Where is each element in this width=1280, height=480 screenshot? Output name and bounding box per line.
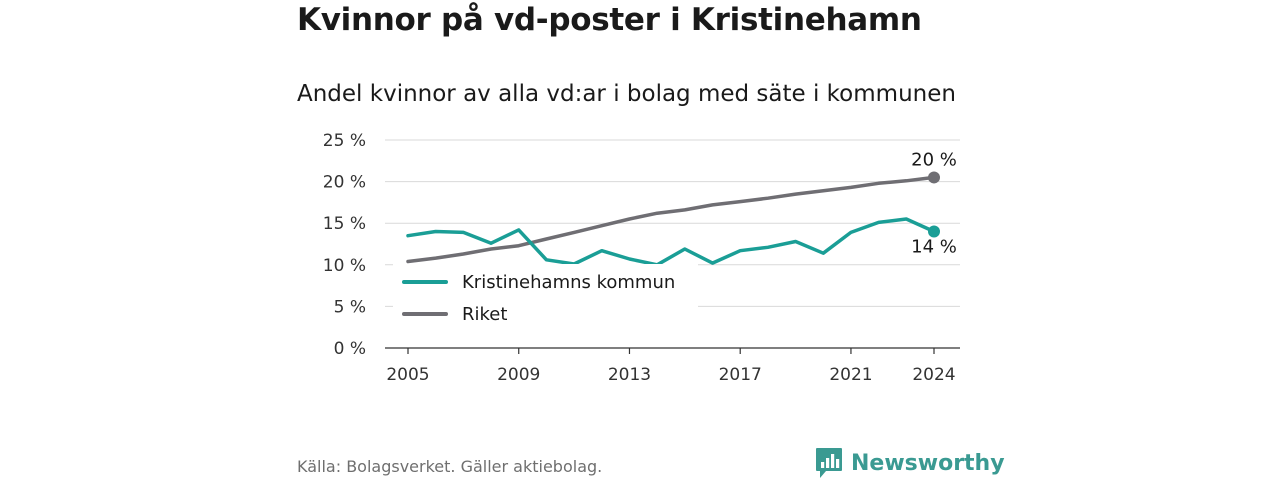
x-tick-label: 2024 (912, 365, 955, 385)
end-value-label-riket: 20 % (911, 149, 957, 170)
legend: Kristinehamns kommun Riket (393, 264, 698, 330)
series-end-point-kristinehamn (928, 225, 940, 238)
series-end-point-riket (928, 171, 940, 184)
chart-title: Kvinnor på vd-poster i Kristinehamn (297, 2, 922, 38)
x-tick-label: 2017 (719, 365, 762, 385)
legend-background (393, 264, 698, 330)
legend-label-riket: Riket (462, 304, 507, 325)
source-note: Källa: Bolagsverket. Gäller aktiebolag. (297, 457, 603, 476)
series-line-riket (406, 175, 936, 264)
y-tick-label: 10 % (323, 256, 366, 276)
y-tick-label: 20 % (323, 173, 366, 193)
chart-subtitle: Andel kvinnor av alla vd:ar i bolag med … (297, 81, 956, 107)
line-chart: 0 %5 %10 %15 %20 %25 % 2005 2009 2013 2017 2… (323, 131, 960, 385)
y-tick-label: 15 % (323, 214, 366, 234)
legend-label-kristinehamn: Kristinehamns kommun (462, 272, 675, 293)
series-lines: 20 % 14 % (406, 149, 957, 267)
series-line-kristinehamn (406, 217, 936, 267)
y-axis-ticks: 0 % 5 % 10 % 15 % 20 % 25 % (323, 131, 366, 359)
y-tick-label: 0 % (334, 339, 366, 359)
brand-name: Newsworthy (851, 450, 1005, 476)
x-tick-label: 2021 (829, 365, 872, 385)
bar-chart-speech-bubble-icon (816, 448, 842, 478)
x-tick-label: 2005 (386, 365, 429, 385)
x-tick-label: 2009 (497, 365, 540, 385)
end-value-label-kristinehamn: 14 % (911, 237, 957, 258)
y-tick-label: 5 % (334, 297, 366, 317)
y-tick-label: 25 % (323, 131, 366, 151)
x-axis-ticks: 2005 2009 2013 2017 2021 2024 (386, 348, 956, 385)
x-tick-label: 2013 (608, 365, 651, 385)
brand-logo: Newsworthy (815, 446, 1005, 480)
